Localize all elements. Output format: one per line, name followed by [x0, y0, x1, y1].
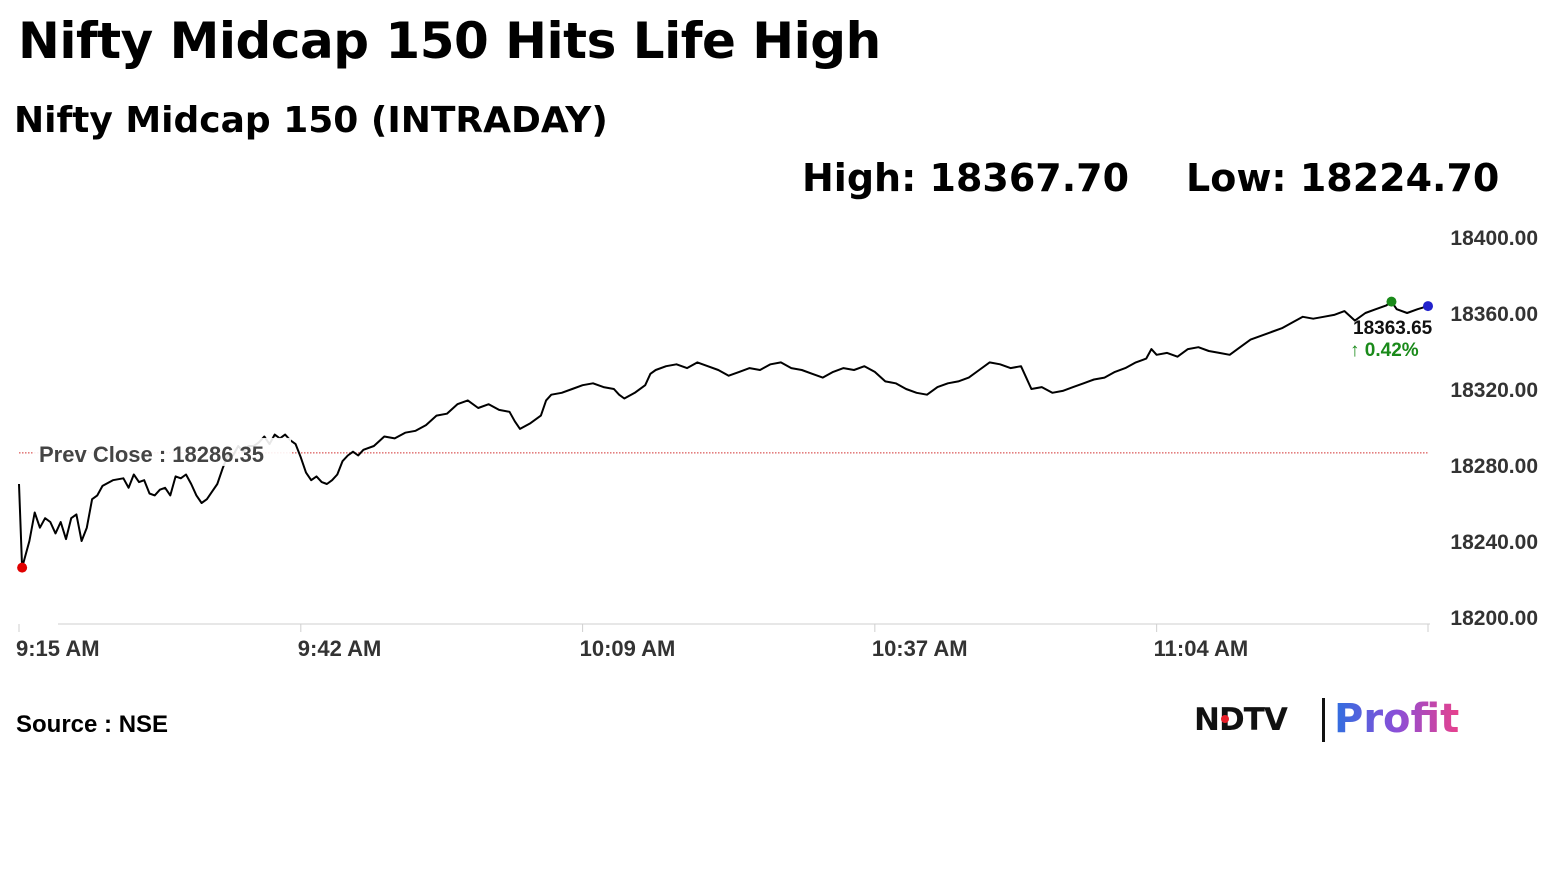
price-series-line — [18, 300, 1429, 569]
y-tick-label: 18360.00 — [1450, 303, 1538, 326]
y-tick-label: 18280.00 — [1450, 455, 1538, 478]
chart-headline: Nifty Midcap 150 Hits Life High — [18, 12, 881, 70]
day-high-label: High: 18367.70 — [802, 156, 1130, 200]
x-tick-label: 11:04 AM — [1154, 636, 1249, 661]
logo-profit-text: Profit — [1334, 696, 1460, 742]
x-tick-label: 9:15 AM — [16, 636, 100, 661]
logo-divider — [1322, 698, 1325, 742]
logo-ndtv-text: NDTV — [1194, 702, 1288, 738]
last-point-marker — [1423, 301, 1433, 312]
y-tick-label: 18320.00 — [1450, 379, 1538, 402]
source-note: Source : NSE — [16, 711, 169, 738]
low-point-marker — [17, 562, 28, 573]
last-change-label: ↑ 0.42% — [1350, 340, 1419, 361]
high-point-marker — [1386, 296, 1397, 307]
y-tick-label: 18240.00 — [1450, 531, 1538, 554]
x-tick-label: 9:42 AM — [298, 636, 382, 661]
x-tick-label: 10:09 AM — [580, 636, 676, 661]
prev-close-label: Prev Close : 18286.35 — [39, 442, 264, 467]
y-tick-label: 18400.00 — [1450, 227, 1538, 250]
logo-red-dot — [1221, 715, 1229, 723]
intraday-line-chart: 18400.00 18360.00 18320.00 18280.00 18240.00… — [16, 227, 1538, 661]
x-tick-label: 10:37 AM — [872, 636, 968, 661]
y-tick-label: 18200.00 — [1450, 607, 1538, 630]
chart-subtitle: Nifty Midcap 150 (INTRADAY) — [14, 100, 608, 141]
day-low-label: Low: 18224.70 — [1186, 156, 1500, 200]
last-value-label: 18363.65 — [1353, 318, 1433, 339]
prev-close-label-bg — [34, 437, 291, 466]
